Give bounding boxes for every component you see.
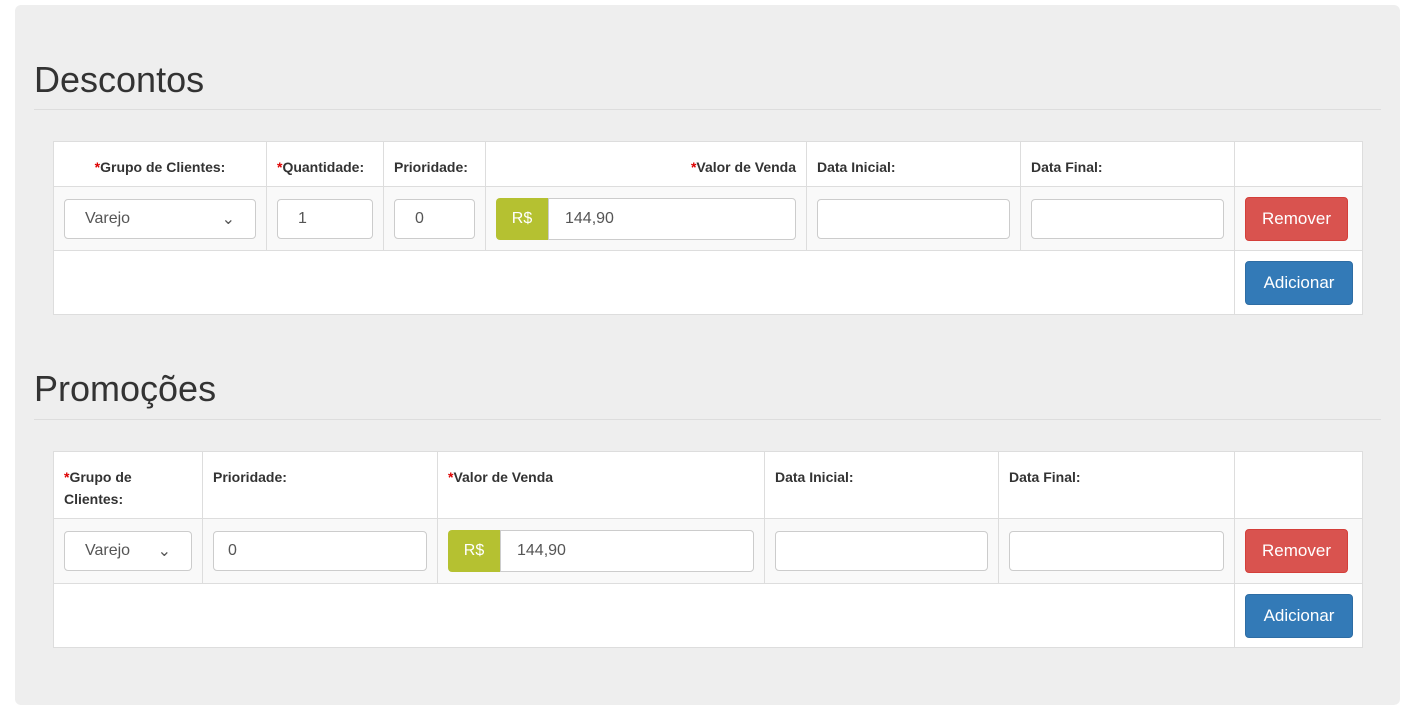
quantidade-input[interactable]: 1: [277, 198, 373, 239]
currency-addon: R$: [496, 197, 548, 240]
header-valor: *Valor de Venda: [485, 141, 807, 187]
header-actions: [1234, 451, 1363, 519]
remove-button[interactable]: Remover: [1245, 196, 1348, 241]
panel: Descontos *Grupo de Clientes: *Quantidad…: [15, 5, 1400, 705]
data-inicial-input[interactable]: [775, 531, 988, 571]
currency-addon: R$: [448, 530, 500, 572]
chevron-down-icon: ⌄: [221, 210, 235, 228]
promocoes-table: *Grupo de Clientes: Prioridade: *Valor d…: [53, 451, 1363, 648]
header-data-final: Data Final:: [998, 451, 1235, 519]
valor-input[interactable]: 144,90: [548, 197, 796, 240]
header-valor: *Valor de Venda: [437, 451, 765, 519]
data-final-input[interactable]: [1031, 198, 1224, 239]
header-quantidade: *Quantidade:: [266, 141, 384, 187]
grupo-select[interactable]: Varejo ⌄: [64, 198, 256, 239]
header-grupo: *Grupo de Clientes:: [53, 141, 267, 187]
header-data-inicial: Data Inicial:: [806, 141, 1021, 187]
data-final-input[interactable]: [1009, 531, 1224, 571]
promocoes-title: Promoções: [34, 368, 217, 409]
divider: [34, 419, 1381, 420]
add-button[interactable]: Adicionar: [1245, 593, 1353, 638]
valor-input[interactable]: 144,90: [500, 530, 754, 572]
header-prioridade: Prioridade:: [202, 451, 438, 519]
descontos-title: Descontos: [34, 59, 205, 100]
grupo-select[interactable]: Varejo ⌄: [64, 531, 192, 571]
header-data-inicial: Data Inicial:: [764, 451, 999, 519]
remove-button[interactable]: Remover: [1245, 529, 1348, 573]
divider: [34, 109, 1381, 110]
header-data-final: Data Final:: [1020, 141, 1235, 187]
descontos-table: *Grupo de Clientes: *Quantidade: Priorid…: [53, 141, 1363, 315]
prioridade-input[interactable]: 0: [394, 198, 475, 239]
chevron-down-icon: ⌄: [157, 543, 171, 560]
header-grupo: *Grupo de Clientes:: [53, 451, 203, 519]
header-prioridade: Prioridade:: [383, 141, 486, 187]
prioridade-input[interactable]: 0: [213, 531, 427, 571]
add-button[interactable]: Adicionar: [1245, 260, 1353, 305]
header-actions: [1234, 141, 1363, 187]
data-inicial-input[interactable]: [817, 198, 1010, 239]
